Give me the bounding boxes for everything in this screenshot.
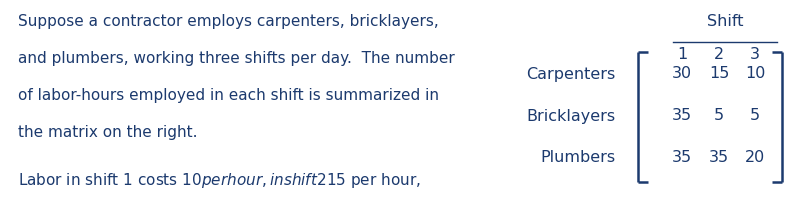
Text: 30: 30 — [672, 66, 692, 81]
Text: of labor-hours employed in each shift is summarized in: of labor-hours employed in each shift is… — [18, 88, 439, 103]
Text: and plumbers, working three shifts per day.  The number: and plumbers, working three shifts per d… — [18, 51, 455, 66]
Text: 3: 3 — [750, 47, 760, 62]
Text: 35: 35 — [672, 150, 692, 165]
Text: Bricklayers: Bricklayers — [526, 108, 615, 123]
Text: 2: 2 — [714, 47, 724, 62]
Text: 10: 10 — [745, 66, 765, 81]
Text: 15: 15 — [709, 66, 729, 81]
Text: 20: 20 — [745, 150, 765, 165]
Text: 5: 5 — [750, 108, 760, 123]
Text: 35: 35 — [672, 108, 692, 123]
Text: Shift: Shift — [707, 14, 743, 29]
Text: Carpenters: Carpenters — [526, 66, 615, 81]
Text: Suppose a contractor employs carpenters, bricklayers,: Suppose a contractor employs carpenters,… — [18, 14, 438, 29]
Text: the matrix on the right.: the matrix on the right. — [18, 125, 197, 140]
Text: Labor in shift 1 costs $10 per hour, in shift 2 $15 per hour,: Labor in shift 1 costs $10 per hour, in … — [18, 171, 421, 190]
Text: 1: 1 — [677, 47, 687, 62]
Text: Plumbers: Plumbers — [540, 150, 615, 165]
Text: 5: 5 — [714, 108, 724, 123]
Text: 35: 35 — [709, 150, 729, 165]
